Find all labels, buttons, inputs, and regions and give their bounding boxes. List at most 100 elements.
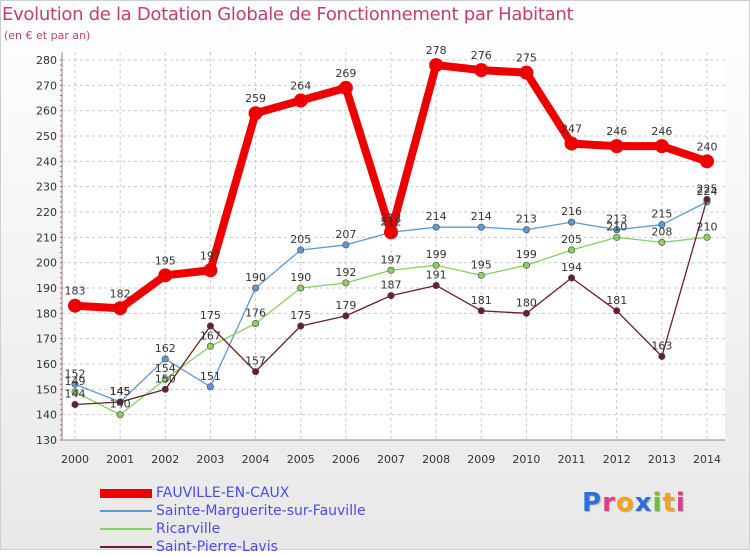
legend-swatch <box>100 528 152 530</box>
data-label: 187 <box>381 279 402 292</box>
data-point <box>654 139 669 154</box>
data-label: 213 <box>606 213 627 226</box>
data-label: 246 <box>651 125 672 138</box>
chart-subtitle: (en € et par an) <box>4 29 91 42</box>
data-label: 152 <box>65 367 86 380</box>
data-label: 199 <box>516 248 537 261</box>
data-label: 278 <box>426 44 447 57</box>
data-point <box>519 65 534 80</box>
data-point <box>158 268 173 283</box>
data-label: 149 <box>65 375 86 388</box>
data-label: 195 <box>471 258 492 271</box>
data-point <box>477 223 485 231</box>
data-label: 162 <box>155 342 176 355</box>
data-label: 192 <box>335 266 356 279</box>
data-point <box>613 307 621 315</box>
data-point <box>338 80 353 95</box>
data-label: 210 <box>697 220 718 233</box>
legend-swatch <box>100 546 152 548</box>
y-tick-label: 250 <box>36 130 57 143</box>
data-label: 212 <box>381 215 402 228</box>
y-tick-label: 260 <box>36 105 57 118</box>
data-label: 246 <box>606 125 627 138</box>
data-point <box>252 368 260 376</box>
y-tick-label: 220 <box>36 206 57 219</box>
x-tick-label: 2010 <box>512 453 540 466</box>
data-label: 194 <box>561 261 582 274</box>
legend-label: FAUVILLE-EN-CAUX <box>156 485 290 501</box>
data-label: 145 <box>110 385 131 398</box>
data-point <box>658 221 666 229</box>
data-label: 216 <box>561 205 582 218</box>
data-point <box>342 241 350 249</box>
data-label: 197 <box>381 253 402 266</box>
data-label: 213 <box>516 213 537 226</box>
data-label: 181 <box>606 294 627 307</box>
proxiti-logo: Proxiti <box>582 488 686 518</box>
data-label: 208 <box>651 225 672 238</box>
data-point <box>206 322 214 330</box>
data-label: 175 <box>200 309 221 322</box>
data-point <box>568 246 576 254</box>
data-label: 190 <box>245 271 266 284</box>
y-tick-label: 200 <box>36 257 57 270</box>
data-point <box>432 281 440 289</box>
data-label: 207 <box>335 228 356 241</box>
legend-label: Sainte-Marguerite-sur-Fauville <box>156 503 366 519</box>
data-point <box>429 58 444 73</box>
data-point <box>252 319 260 327</box>
data-label: 224 <box>697 185 718 198</box>
data-point <box>206 342 214 350</box>
data-point <box>297 322 305 330</box>
x-tick-label: 2011 <box>558 453 586 466</box>
data-label: 157 <box>245 355 266 368</box>
data-point <box>71 401 79 409</box>
chart-title: Evolution de la Dotation Globale de Fonc… <box>2 4 574 25</box>
data-point <box>342 312 350 320</box>
plot-area <box>62 52 725 440</box>
y-tick-label: 170 <box>36 333 57 346</box>
data-point <box>342 279 350 287</box>
data-label: 140 <box>110 398 131 411</box>
x-tick-label: 2001 <box>106 453 134 466</box>
data-label: 182 <box>110 287 131 300</box>
y-tick-label: 210 <box>36 231 57 244</box>
data-point <box>71 380 79 388</box>
data-label: 215 <box>651 208 672 221</box>
data-label: 181 <box>471 294 492 307</box>
y-tick-label: 280 <box>36 54 57 67</box>
data-point <box>252 284 260 292</box>
data-point <box>113 301 128 316</box>
data-point <box>522 309 530 317</box>
data-point <box>297 284 305 292</box>
data-point <box>477 271 485 279</box>
y-tick-label: 130 <box>36 434 57 447</box>
logo-letter: x <box>634 488 653 518</box>
data-point <box>658 352 666 360</box>
data-point <box>161 355 169 363</box>
x-tick-label: 2007 <box>377 453 405 466</box>
y-tick-label: 270 <box>36 79 57 92</box>
data-label: 210 <box>606 220 627 233</box>
y-tick-label: 240 <box>36 155 57 168</box>
data-point <box>68 298 82 313</box>
y-tick-label: 150 <box>36 383 57 396</box>
data-point <box>432 223 440 231</box>
y-tick-label: 230 <box>36 181 57 194</box>
x-tick-label: 2002 <box>151 453 179 466</box>
data-point <box>297 246 305 254</box>
legend-label: Ricarville <box>156 521 221 537</box>
x-tick-label: 2000 <box>61 453 89 466</box>
data-label: 151 <box>200 370 221 383</box>
data-label: 199 <box>426 248 447 261</box>
data-label: 205 <box>561 233 582 246</box>
data-label: 167 <box>200 329 221 342</box>
data-point <box>522 226 530 234</box>
data-label: 276 <box>471 49 492 62</box>
data-point <box>384 225 398 240</box>
data-label: 214 <box>426 210 447 223</box>
data-label: 225 <box>697 182 718 195</box>
data-point <box>564 136 579 151</box>
data-label: 179 <box>335 299 356 312</box>
